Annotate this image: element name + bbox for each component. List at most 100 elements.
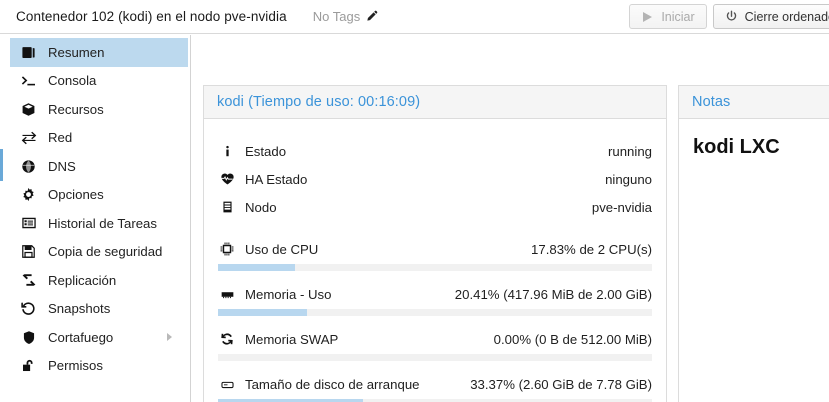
sidebar-item-red[interactable]: Red	[10, 124, 188, 153]
sidebar-edge-accent	[0, 149, 3, 181]
sidebar-item-label: Cortafuego	[48, 329, 114, 345]
gauge-tamano-de-disco-de-arranque: Tamaño de disco de arranque 33.37% (2.60…	[218, 370, 652, 402]
sidebar-item-label: Permisos	[48, 358, 103, 374]
summary-panel-header: kodi (Tiempo de uso: 00:16:09)	[203, 85, 667, 119]
status-row-value: ninguno	[605, 171, 652, 187]
gauge-label: Uso de CPU	[245, 241, 319, 257]
header-actions: Iniciar Cierre ordenado	[629, 4, 829, 29]
gauge-group: Uso de CPU 17.83% de 2 CPU(s)	[218, 235, 652, 402]
summary-panel-body: Estado running HA Estado ninguno	[203, 119, 667, 402]
sidebar-item-consola[interactable]: Consola	[10, 67, 188, 96]
sidebar-item-label: Copia de seguridad	[48, 244, 163, 260]
notes-text: kodi LXC	[693, 136, 780, 158]
cpu-icon	[218, 241, 236, 257]
sidebar-item-cortafuego[interactable]: Cortafuego	[10, 323, 188, 352]
gauge-label: Memoria SWAP	[245, 331, 339, 347]
gauge-value: 20.41% (417.96 MiB de 2.00 GiB)	[454, 286, 652, 302]
server-icon	[218, 199, 236, 215]
sidebar-item-copia-de-seguridad[interactable]: Copia de seguridad	[10, 238, 188, 267]
sidebar-item-label: DNS	[48, 158, 76, 174]
book-icon	[20, 44, 37, 61]
sidebar-item-replicacion[interactable]: Replicación	[10, 266, 188, 295]
shield-icon	[20, 329, 37, 346]
disk-icon	[218, 376, 236, 392]
summary-panel-title: kodi (Tiempo de uso: 00:16:09)	[217, 94, 421, 110]
status-row-estado: Estado running	[218, 137, 652, 165]
gauge-value: 33.37% (2.60 GiB de 7.78 GiB)	[470, 376, 652, 392]
summary-panel: kodi (Tiempo de uso: 00:16:09) Estado ru…	[203, 85, 667, 402]
shutdown-button-label: Cierre ordenado	[744, 9, 829, 24]
gauge-bar-fill	[218, 309, 307, 316]
sidebar-item-label: Replicación	[48, 272, 117, 288]
play-icon	[641, 10, 654, 23]
terminal-icon	[20, 72, 37, 89]
chevron-right-icon[interactable]	[167, 333, 172, 342]
notes-panel: Notas kodi LXC	[678, 85, 829, 402]
network-arrows-icon	[20, 129, 37, 146]
status-row-nodo: Nodo pve-nvidia	[218, 193, 652, 221]
gauge-value: 17.83% de 2 CPU(s)	[531, 241, 652, 257]
gauge-memoria-swap: Memoria SWAP 0.00% (0 B de 512.00 MiB)	[218, 325, 652, 361]
status-row-ha-estado: HA Estado ninguno	[218, 165, 652, 193]
gauge-label: Tamaño de disco de arranque	[245, 376, 420, 392]
save-icon	[20, 243, 37, 260]
notes-content-area[interactable]: kodi LXC	[679, 119, 829, 175]
sidebar-item-label: Historial de Tareas	[48, 215, 157, 231]
sidebar-item-dns[interactable]: DNS	[10, 152, 188, 181]
main-content: kodi (Tiempo de uso: 00:16:09) Estado ru…	[192, 35, 829, 402]
tags-area[interactable]: No Tags	[313, 9, 378, 24]
sidebar-item-opciones[interactable]: Opciones	[10, 181, 188, 210]
notes-panel-title: Notas	[692, 94, 731, 110]
gauge-value: 0.00% (0 B de 512.00 MiB)	[493, 331, 652, 347]
sidebar-item-historial-de-tareas[interactable]: Historial de Tareas	[10, 209, 188, 238]
memory-icon	[218, 286, 236, 302]
sidebar-item-label: Resumen	[48, 44, 105, 60]
status-row-value: running	[608, 143, 652, 159]
gauge-bar-track	[218, 264, 652, 271]
status-row-value: pve-nvidia	[591, 199, 652, 215]
status-row-label: Estado	[245, 143, 287, 159]
sidebar-item-label: Consola	[48, 73, 97, 89]
sidebar-item-label: Recursos	[48, 101, 104, 117]
sidebar-item-recursos[interactable]: Recursos	[10, 95, 188, 124]
status-row-label: Nodo	[245, 199, 277, 215]
sidebar-item-label: Opciones	[48, 187, 104, 203]
replicate-icon	[20, 272, 37, 289]
gauge-uso-de-cpu: Uso de CPU 17.83% de 2 CPU(s)	[218, 235, 652, 271]
notes-panel-header: Notas	[678, 85, 829, 119]
gauge-bar-track	[218, 354, 652, 361]
tags-label: No Tags	[312, 9, 361, 24]
gauge-bar-track	[218, 309, 652, 316]
unlock-icon	[20, 357, 37, 374]
sidebar-item-resumen[interactable]: Resumen	[10, 38, 188, 67]
sidebar-item-label: Red	[48, 130, 73, 146]
pencil-icon[interactable]	[364, 10, 378, 24]
swap-icon	[218, 331, 236, 347]
gauge-memoria-uso: Memoria - Uso 20.41% (417.96 MiB de 2.00…	[218, 280, 652, 316]
sidebar-item-permisos[interactable]: Permisos	[10, 352, 188, 381]
shutdown-button[interactable]: Cierre ordenado	[712, 4, 829, 29]
notes-panel-body[interactable]: kodi LXC	[678, 119, 829, 402]
power-icon	[725, 10, 738, 23]
list-icon	[20, 215, 37, 232]
start-button-label: Iniciar	[661, 9, 695, 24]
gauge-bar-fill	[218, 264, 296, 271]
status-row-label: HA Estado	[245, 171, 308, 187]
start-button[interactable]: Iniciar	[629, 4, 707, 29]
heartbeat-icon	[218, 171, 236, 187]
sidebar: Resumen Consola Recursos	[0, 35, 191, 402]
page-title: Contenedor 102 (kodi) en el nodo pve-nvi…	[16, 9, 287, 24]
info-icon	[218, 143, 236, 159]
gauge-bar-track	[218, 399, 652, 402]
gauge-bar-fill	[218, 399, 363, 402]
sidebar-item-snapshots[interactable]: Snapshots	[10, 295, 188, 324]
cube-icon	[20, 101, 37, 118]
history-icon	[20, 300, 37, 317]
gear-icon	[20, 186, 37, 203]
globe-icon	[20, 158, 37, 175]
sidebar-item-label: Snapshots	[48, 301, 111, 317]
page-header: Contenedor 102 (kodi) en el nodo pve-nvi…	[0, 0, 829, 34]
gauge-label: Memoria - Uso	[245, 286, 332, 302]
status-list: Estado running HA Estado ninguno	[204, 119, 666, 402]
